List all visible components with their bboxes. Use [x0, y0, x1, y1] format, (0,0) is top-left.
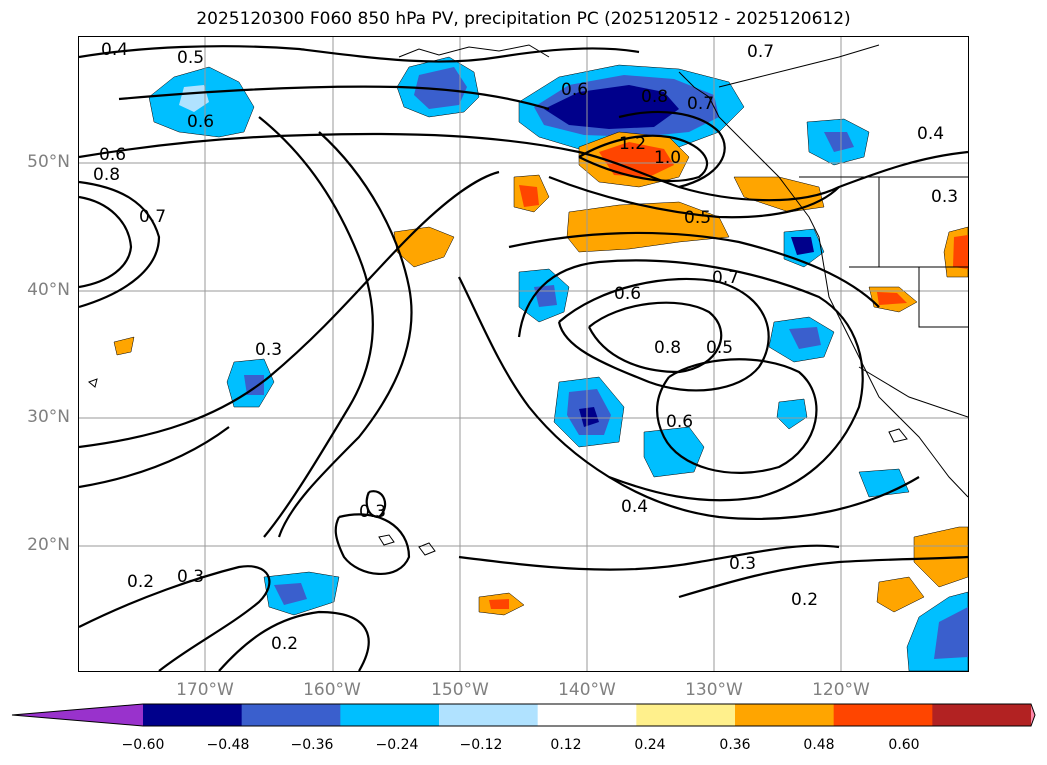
contour-labels: 0.4 0.5 0.6 0.6 0.8 0.7 0.6 0.8 0.7 0.7 …: [93, 40, 958, 654]
precip-area: [519, 185, 539, 207]
contour-label: 0.6: [99, 145, 126, 165]
coastlines: [88, 44, 968, 556]
lat-label: 30°N: [27, 407, 70, 427]
contour-label: 0.8: [641, 87, 668, 107]
contour-label: 0.2: [791, 590, 818, 610]
contour-label: 0.7: [712, 268, 739, 288]
lat-label: 20°N: [27, 535, 70, 555]
colorbar-tick: 0.24: [634, 737, 666, 753]
contour-label: 0.3: [255, 340, 282, 360]
colorbar-tick: 0.12: [550, 737, 582, 753]
graticule: [79, 37, 968, 671]
colorbar-segment: [439, 704, 539, 726]
precip-area: [274, 583, 307, 605]
colorbar-segment: [636, 704, 736, 726]
colorbar-segment: [537, 704, 637, 726]
colorbar-extend-high: [1031, 704, 1035, 726]
contour-label: 0.3: [359, 502, 386, 522]
precip-area: [579, 407, 599, 427]
colorbar-outline: [11, 703, 1036, 727]
precip-area: [489, 599, 509, 609]
pv-contours: [79, 45, 968, 671]
precip-area: [414, 67, 467, 109]
colorbar-tick: −0.60: [121, 737, 165, 753]
contour-label: 0.2: [271, 634, 298, 654]
colorbar-tick: 0.36: [719, 737, 751, 753]
precip-area: [733, 176, 825, 213]
precip-area: [113, 336, 135, 356]
contour-label: 0.5: [706, 338, 733, 358]
lat-label: 40°N: [27, 280, 70, 300]
map-title: 2025120300 F060 850 hPa PV, precipitatio…: [196, 9, 851, 29]
precip-area: [953, 235, 968, 269]
lon-label: 140°W: [558, 680, 616, 700]
colorbar-tick: −0.12: [459, 737, 503, 753]
contour-label: 0.4: [101, 40, 128, 60]
colorbar-segment: [241, 704, 341, 726]
lon-label: 170°W: [176, 680, 234, 700]
colorbar-segment: [833, 704, 933, 726]
contour-label: 0.7: [747, 42, 774, 62]
contour-label: 0.6: [614, 284, 641, 304]
lon-label: 130°W: [685, 680, 743, 700]
contour-label: 1.2: [619, 134, 646, 154]
contour-label: 0.8: [654, 338, 681, 358]
colorbar-segment: [340, 704, 440, 726]
precip-area: [934, 607, 968, 659]
lat-label: 50°N: [27, 152, 70, 172]
precip-area: [244, 375, 264, 395]
contour-label: 0.4: [917, 124, 944, 144]
colorbar: [11, 703, 1036, 727]
contour-label: 0.7: [687, 94, 714, 114]
colorbar-segment: [932, 704, 1032, 726]
lon-label: 160°W: [303, 680, 361, 700]
contour-label: 0.5: [684, 208, 711, 228]
colorbar-segment: [143, 704, 243, 726]
contour-label: 0.7: [139, 207, 166, 227]
contour-label: 0.3: [729, 554, 756, 574]
colorbar-tick: 0.60: [888, 737, 920, 753]
contour-label: 0.5: [177, 48, 204, 68]
contour-label: 0.6: [666, 412, 693, 432]
precip-area: [544, 85, 679, 129]
precip-shading: [113, 56, 968, 671]
colorbar-tick: 0.48: [803, 737, 835, 753]
lon-label: 150°W: [431, 680, 489, 700]
contour-label: 0.2: [127, 572, 154, 592]
contour-label: 0.3: [177, 567, 204, 587]
contour-label: 0.8: [93, 165, 120, 185]
map-canvas: 0.4 0.5 0.6 0.6 0.8 0.7 0.6 0.8 0.7 0.7 …: [79, 37, 968, 671]
contour-label: 0.4: [621, 497, 648, 517]
precip-area: [824, 132, 854, 152]
contour-label: 0.6: [561, 80, 588, 100]
contour-label: 0.6: [187, 112, 214, 132]
precip-area: [791, 237, 814, 255]
precip-area: [876, 576, 925, 613]
contour-label: 0.3: [931, 187, 958, 207]
precip-area: [599, 142, 674, 177]
contour-label: 1.0: [654, 148, 681, 168]
colorbar-tick: −0.48: [206, 737, 250, 753]
map-panel: 0.4 0.5 0.6 0.6 0.8 0.7 0.6 0.8 0.7 0.7 …: [78, 36, 969, 672]
precip-area: [776, 398, 808, 430]
colorbar-tick: −0.36: [290, 737, 334, 753]
colorbar-extend-low: [12, 704, 143, 726]
colorbar-segment: [735, 704, 835, 726]
precip-area: [789, 327, 821, 349]
lon-label: 120°W: [812, 680, 870, 700]
precip-area: [858, 468, 910, 498]
precip-area: [877, 292, 907, 305]
colorbar-tick: −0.24: [375, 737, 419, 753]
